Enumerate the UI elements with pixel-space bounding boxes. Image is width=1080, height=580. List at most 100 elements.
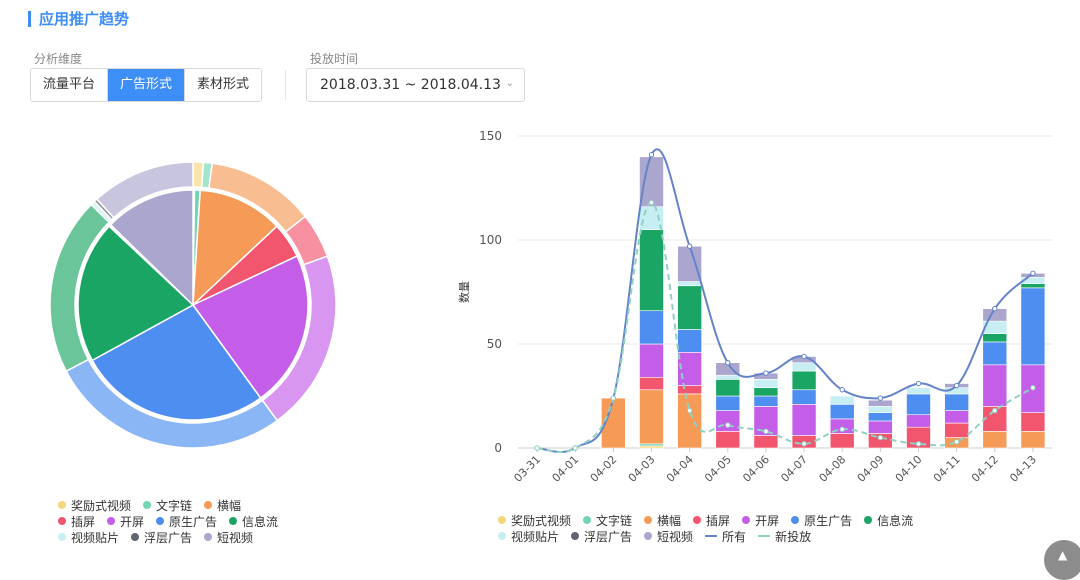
bar-segment[interactable] [753,379,779,388]
bar-segment[interactable] [677,329,702,353]
legend-dot [498,516,506,524]
bar-segment[interactable] [829,404,855,420]
bar-segment[interactable] [639,443,664,447]
legend-item[interactable]: 开屏 [107,513,144,530]
legend-label: 信息流 [877,513,914,528]
bar-segment[interactable] [677,281,702,287]
rocket-icon: ▲ [1058,548,1068,562]
bar-segment[interactable] [639,389,664,445]
legend-label: 视频贴片 [511,529,560,544]
legend-item[interactable]: 文字链 [583,512,632,529]
legend-dot [156,517,165,525]
date-range-value: 2018.03.31 ~ 2018.04.13 [320,77,501,93]
legend-dot [864,516,873,524]
bar-segment[interactable] [791,389,817,405]
bar-segment[interactable] [791,362,817,372]
bar-segment[interactable] [791,404,817,436]
bar-segment[interactable] [906,393,931,416]
dimension-option-platform[interactable]: 流量平台 [31,69,109,101]
bar-segment[interactable] [982,341,1008,366]
bar-segment[interactable] [715,395,741,411]
pie-inner-slice-2[interactable] [192,189,278,307]
bar-segment[interactable] [715,379,741,397]
bar-segment[interactable] [1020,283,1046,289]
legend-item[interactable]: 新投放 [758,528,811,545]
bar-segment[interactable] [677,393,702,449]
bar-segment[interactable] [1020,287,1046,366]
pie-inner-slice-6[interactable] [77,225,195,362]
line-point [992,305,998,312]
bar-segment[interactable] [829,395,855,405]
dimension-option-ad-format[interactable]: 广告形式 [108,69,186,101]
legend-item[interactable]: 所有 [705,528,746,545]
bar-segment[interactable] [753,387,779,397]
legend-item[interactable]: 文字链 [143,497,192,514]
bar-segment[interactable] [982,364,1008,407]
legend-item[interactable]: 短视频 [644,528,693,545]
legend-item[interactable]: 原生广告 [156,513,217,530]
bar-segment[interactable] [982,431,1008,449]
bar-segment[interactable] [868,412,893,422]
legend-dot [58,501,66,509]
legend-row: 插屏 开屏 原生广告 信息流 [58,513,398,529]
legend-label: 横幅 [657,513,682,528]
legend-item[interactable]: 视频贴片 [58,529,119,546]
title-accent-bar [28,10,31,27]
legend-item[interactable]: 信息流 [229,513,278,530]
date-range-select[interactable]: 2018.03.31 ~ 2018.04.13 ⌄ [306,68,525,102]
bar-segment[interactable] [639,445,664,449]
bar-segment[interactable] [753,435,779,449]
dimension-option-material[interactable]: 素材形式 [185,69,262,101]
bar-segment[interactable] [715,431,741,449]
bar-segment[interactable] [639,376,664,391]
line-point [725,360,731,366]
legend-item[interactable]: 浮层广告 [571,528,632,545]
bar-segment[interactable] [715,410,741,432]
legend-item[interactable]: 原生广告 [791,512,852,529]
bar-segment[interactable] [715,374,741,380]
legend-item[interactable]: 浮层广告 [131,529,192,546]
bar-segment[interactable] [906,414,931,428]
bar-segment[interactable] [639,343,664,378]
bar-segment[interactable] [982,333,1008,343]
bar-segment[interactable] [639,156,664,208]
bar-segment[interactable] [677,245,702,282]
bar-segment[interactable] [829,433,855,449]
bar-segment[interactable] [639,229,664,312]
legend-item[interactable]: 横幅 [644,512,681,529]
bar-segment[interactable] [1020,431,1046,449]
legend-item[interactable]: 插屏 [58,513,95,530]
bar-segment[interactable] [753,395,779,407]
line-point [915,441,922,447]
legend-item[interactable]: 横幅 [204,497,241,514]
bar-segment[interactable] [944,393,969,411]
legend-item[interactable]: 插屏 [693,512,730,529]
bar-segment[interactable] [944,410,969,424]
bar-segment[interactable] [639,310,664,345]
pie-inner-slice-4[interactable] [191,255,309,400]
bar-segment[interactable] [677,385,702,395]
pie-inner-slice-5[interactable] [91,304,262,421]
bar-segment[interactable] [1020,412,1046,432]
legend-item[interactable]: 视频贴片 [498,528,559,545]
legend-label: 视频贴片 [71,530,120,545]
scroll-top-button[interactable]: ▲ [1044,540,1080,580]
bar-segment[interactable] [868,406,893,413]
bar-segment[interactable] [868,399,893,407]
legend-item[interactable]: 信息流 [864,512,913,529]
x-tick-label: 04-08 [817,453,849,485]
bar-segment[interactable] [944,422,969,438]
pie-inner-slice-9[interactable] [109,189,194,307]
legend-item[interactable]: 奖励式视频 [498,512,571,529]
bar-segment[interactable] [677,285,702,330]
legend-dot [644,516,653,524]
legend-row: 视频贴片 浮层广告 短视频 [58,529,398,545]
legend-item[interactable]: 开屏 [742,512,779,529]
legend-item[interactable]: 奖励式视频 [58,497,131,514]
bar-segment[interactable] [791,370,817,391]
bar-segment[interactable] [868,420,893,434]
legend-dot [742,516,751,524]
pie-outer-slice-9[interactable] [95,161,194,219]
legend-item[interactable]: 短视频 [204,529,253,546]
bar-segment[interactable] [906,387,931,395]
